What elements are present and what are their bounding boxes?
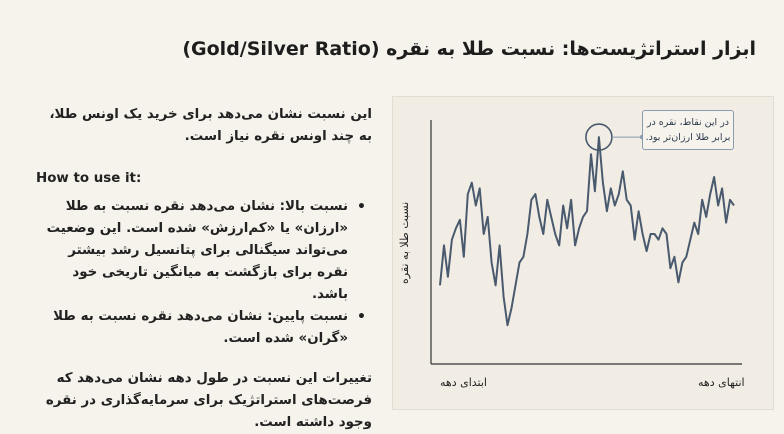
annotation-callout: در این نقاط، نقره در برابر طلا ارزان‌تر … [642, 110, 734, 150]
ratio-line-chart [430, 120, 742, 365]
x-axis-start-label: ابتدای دهه [440, 376, 487, 389]
series-line [439, 136, 735, 327]
bullet-low-ratio: نسبت پایین: نشان می‌دهد نقره نسبت به طلا… [36, 306, 372, 350]
page-title: ابزار استراتژیست‌ها: نسبت طلا به نقره (G… [182, 38, 756, 60]
intro-paragraph: این نسبت نشان می‌دهد برای خرید یک اونس ط… [49, 107, 372, 144]
y-axis-label: نسبت طلا به نقره [398, 201, 411, 285]
x-axis-end-label: انتهای دهه [698, 376, 745, 389]
bullet-list: نسبت بالا: نشان می‌دهد نقره نسبت به طلا … [36, 196, 372, 350]
how-to-heading: How to use it: [36, 171, 142, 186]
bullet-high-ratio: نسبت بالا: نشان می‌دهد نقره نسبت به طلا … [36, 196, 372, 306]
